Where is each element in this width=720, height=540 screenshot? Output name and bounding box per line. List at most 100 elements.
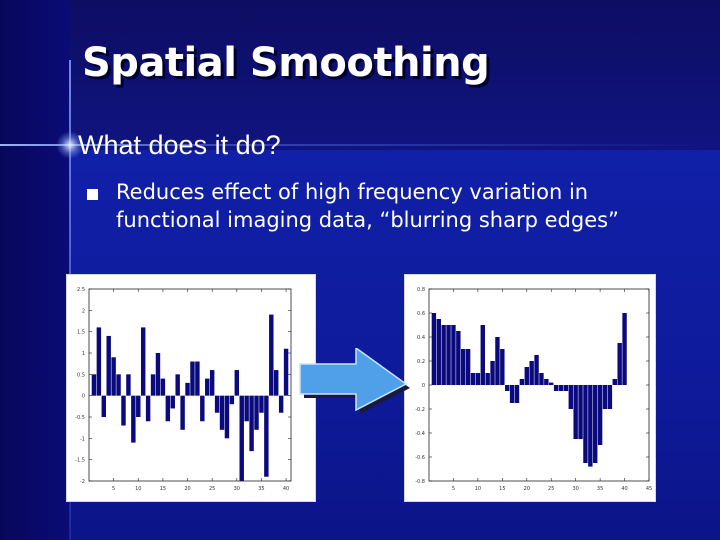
chart-bar — [436, 319, 441, 385]
x-tick-label: 20 — [524, 486, 530, 492]
chart-bar — [190, 361, 195, 396]
chart-bar — [451, 325, 456, 385]
chart-bar — [111, 357, 116, 396]
chart-bar — [131, 395, 136, 443]
y-tick-label: 2 — [82, 308, 85, 314]
chart-bar — [91, 374, 97, 396]
chart-bar — [549, 382, 554, 385]
chart-bar — [505, 385, 510, 391]
chart-bar — [259, 395, 264, 413]
smoothed-signal-chart: -0.8 -0.6 -0.4 -0.2 0 0.2 0.4 0.6 0.8 5 10 15 20 25 30… — [415, 287, 652, 492]
horizontal-accent-line — [0, 144, 720, 146]
chart-bar — [553, 385, 559, 391]
chart-bar — [140, 327, 146, 396]
chart-bar — [612, 379, 617, 385]
chart-bar — [145, 395, 151, 422]
chart-bar — [229, 395, 235, 405]
square-bullet-icon — [87, 189, 98, 200]
x-tick-label: 10 — [475, 486, 481, 492]
accent-glow — [56, 131, 84, 159]
left-margin-band — [0, 0, 70, 540]
chart-bar — [544, 379, 549, 385]
chart-bar — [456, 331, 461, 385]
chart-bar — [214, 395, 220, 413]
x-tick-label: 45 — [646, 486, 652, 492]
y-tick-label: -1 — [80, 436, 85, 442]
chart-bar — [485, 373, 490, 385]
chart-bar — [480, 325, 485, 385]
chart-bar — [441, 325, 446, 385]
x-tick-label: 5 — [452, 486, 455, 492]
chart-bar — [205, 378, 210, 396]
chart-bar — [106, 335, 111, 396]
chart-bar — [200, 395, 205, 422]
y-tick-label: 1 — [82, 351, 85, 357]
right-arrow-icon — [299, 348, 410, 414]
x-tick-label: 40 — [621, 486, 627, 492]
chart-bar — [465, 349, 471, 385]
x-tick-label: 10 — [135, 486, 141, 492]
x-tick-label: 40 — [283, 486, 289, 492]
raw-signal-figure: -2 -1.5 -1 -0.5 0 0.5 1 1.5 2 2.5 5 10 15 20 25 30 35 40 — [66, 274, 316, 502]
chart-bar — [588, 385, 593, 467]
plot-frame — [88, 288, 292, 482]
chart-bar — [170, 395, 175, 409]
chart-bar — [244, 395, 249, 422]
chart-bar — [461, 349, 466, 385]
y-tick-label: 0 — [422, 383, 425, 389]
chart-bar — [283, 348, 289, 396]
chart-bar — [583, 385, 588, 463]
y-tick-label: 2.5 — [77, 287, 85, 293]
chart-bar — [509, 385, 515, 403]
chart-bar — [470, 373, 476, 385]
bullet-text: Reduces effect of high frequency variati… — [116, 180, 619, 232]
chart-bar — [254, 395, 259, 430]
chart-bar — [529, 361, 534, 385]
title-band — [0, 0, 720, 150]
chart-bar — [224, 395, 230, 439]
chart-bar — [264, 395, 269, 477]
chart-bar — [249, 395, 254, 452]
x-tick-label: 5 — [112, 486, 115, 492]
chart-bar — [519, 379, 525, 385]
y-tick-label: -0.6 — [415, 455, 425, 461]
chart-bar — [558, 385, 564, 391]
slide-subtitle: What does it do? — [78, 130, 281, 160]
chart-bar — [568, 385, 573, 409]
y-tick-label: 1.5 — [77, 330, 85, 336]
y-tick-label: -2 — [80, 479, 85, 485]
y-tick-label: 0.4 — [417, 335, 425, 341]
y-tick-label: 0.2 — [417, 359, 425, 365]
x-tick-label: 30 — [234, 486, 240, 492]
x-tick-label: 25 — [209, 486, 215, 492]
chart-bar — [269, 314, 274, 396]
chart-bar — [274, 370, 279, 396]
chart-bar — [180, 395, 185, 430]
y-tick-label: -0.5 — [75, 415, 85, 421]
chart-bar — [617, 343, 622, 385]
chart-bar — [602, 385, 608, 409]
y-tick-label: -0.4 — [415, 431, 425, 437]
chart-bar — [150, 374, 156, 396]
x-tick-label: 30 — [572, 486, 578, 492]
chart-bar — [165, 395, 171, 422]
chart-bar — [622, 313, 627, 385]
chart-bar — [597, 385, 603, 445]
chart-bar — [185, 382, 190, 396]
y-tick-label: -0.2 — [415, 407, 425, 413]
chart-bar — [234, 370, 240, 396]
x-tick-label: 35 — [258, 486, 264, 492]
chart-bar — [175, 374, 180, 396]
slide-title: Spatial Smoothing — [82, 40, 490, 86]
chart-bar — [475, 373, 481, 385]
chart-bar — [101, 395, 106, 417]
chart-bar — [160, 378, 166, 396]
y-tick-label: 0.5 — [77, 372, 85, 378]
chart-bar — [209, 370, 215, 396]
chart-bar — [514, 385, 520, 403]
chart-bar — [563, 385, 569, 391]
chart-bar — [500, 349, 505, 385]
chart-bar — [195, 361, 200, 396]
chart-bar — [136, 395, 141, 417]
chart-bar — [593, 385, 598, 463]
